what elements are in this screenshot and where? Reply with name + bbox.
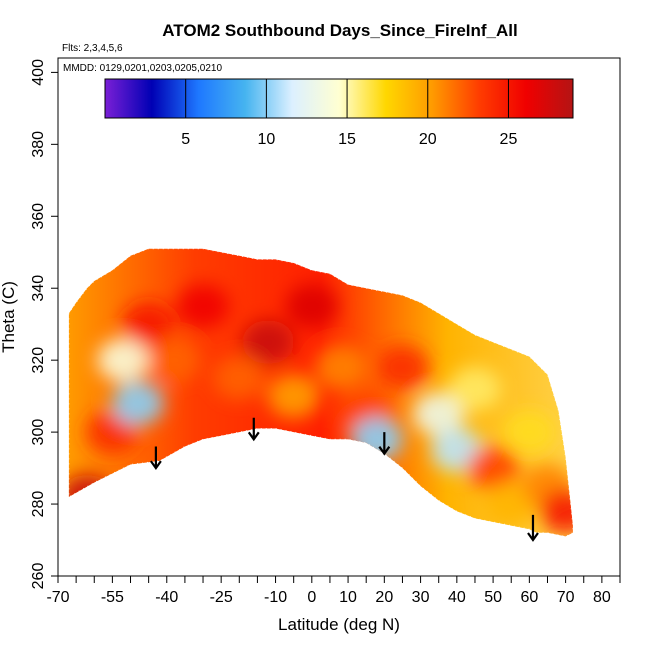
heatmap-cell — [539, 489, 573, 534]
chart-title: ATOM2 Southbound Days_Since_FireInf_All — [162, 21, 517, 40]
y-tick-label: 360 — [30, 203, 47, 230]
x-axis-label: Latitude (deg N) — [278, 615, 400, 634]
heatmap-cell — [314, 345, 367, 390]
x-tick-label: 30 — [412, 589, 430, 606]
colorbar: 5 10 15 20 25 — [104, 78, 574, 148]
x-tick-label: 60 — [520, 589, 538, 606]
y-tick-label: 320 — [30, 347, 47, 374]
x-tick-label: 0 — [307, 589, 316, 606]
heatmap-cell — [122, 302, 175, 347]
x-tick-label: -55 — [101, 589, 124, 606]
arrows — [150, 417, 539, 542]
y-tick-label: 300 — [30, 419, 47, 446]
x-tick-label: 70 — [557, 589, 575, 606]
y-tick-label: 280 — [30, 491, 47, 518]
heatmap-cell — [412, 392, 465, 437]
x-tick-label: 80 — [593, 589, 611, 606]
y-axis-label: Theta (C) — [0, 281, 18, 353]
x-tick-label: -70 — [46, 589, 69, 606]
heatmap-cell — [97, 338, 150, 383]
x-tick-label: 40 — [448, 589, 466, 606]
arrow-marker — [378, 432, 391, 456]
dates-note: MMDD: 0129,0201,0203,0205,0210 — [63, 63, 222, 74]
heatmap-cell — [467, 446, 520, 491]
x-tick-label: -10 — [264, 589, 287, 606]
y-tick-label: 400 — [30, 59, 47, 86]
y-tick-label: 260 — [30, 563, 47, 590]
heatmap-cell — [351, 417, 404, 462]
flights-note: Flts: 2,3,4,5,6 — [62, 43, 123, 54]
colorbar-tick-label: 20 — [419, 131, 437, 148]
colorbar-tick-label: 15 — [338, 131, 356, 148]
plot-frame — [57, 57, 621, 577]
heatmap-cell — [213, 356, 266, 401]
heatmap-cell — [285, 284, 338, 329]
arrow-marker — [247, 417, 260, 442]
x-tick-label: 50 — [484, 589, 502, 606]
colorbar-tick-label: 10 — [257, 131, 275, 148]
heatmap-cell — [68, 474, 114, 519]
x-tick-label: 10 — [339, 589, 357, 606]
y-tick-label: 380 — [30, 131, 47, 158]
x-tick-label: -40 — [155, 589, 178, 606]
x-tick-label: 20 — [375, 589, 393, 606]
heatmap-cell — [177, 284, 230, 329]
arrow-marker — [150, 446, 162, 470]
heatmap-cell — [376, 345, 429, 390]
colorbar-tick-label: 5 — [181, 131, 190, 148]
heatmap-cell — [267, 374, 320, 419]
y-tick-label: 340 — [30, 275, 47, 302]
axes: -70 -55 -40 -25 -10 0 10 20 30 40 50 60 70 80 260 280 30… — [30, 59, 621, 606]
heatmap-cell — [111, 381, 164, 426]
heatmap-cell — [503, 410, 556, 455]
arrow-marker — [527, 514, 539, 542]
heatmap-cell — [242, 320, 295, 365]
colorbar-tick-label: 25 — [500, 131, 518, 148]
heatmap-cell — [448, 366, 501, 411]
x-tick-label: -25 — [210, 589, 233, 606]
field-cells — [68, 284, 573, 534]
heatmap-cell — [148, 338, 201, 383]
colorbar-bar — [104, 78, 574, 119]
heatmap-field — [68, 248, 574, 537]
